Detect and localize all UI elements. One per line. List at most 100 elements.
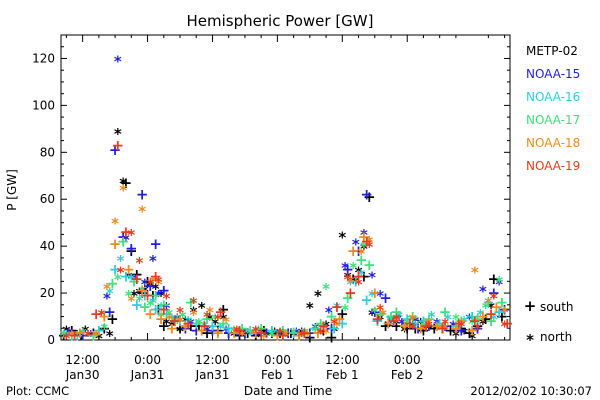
noaa-18-north-point: * bbox=[92, 327, 100, 345]
noaa-16-north-point: * bbox=[106, 285, 114, 303]
metp-02-south-point: + bbox=[233, 326, 246, 344]
metp-02-north-point: * bbox=[130, 287, 138, 305]
noaa-18-north-point: * bbox=[127, 292, 135, 310]
noaa-17-north-point: * bbox=[420, 318, 428, 336]
noaa-16-north-point: * bbox=[301, 325, 309, 343]
noaa-16-south-point: + bbox=[206, 317, 219, 335]
noaa-15-north-point: * bbox=[387, 313, 395, 331]
legend-noaa-17: NOAA-17 bbox=[526, 113, 580, 127]
noaa-19-north-point: * bbox=[127, 226, 135, 244]
noaa-16-north-point: * bbox=[411, 318, 419, 336]
noaa-17-south-point: + bbox=[374, 305, 387, 323]
noaa-18-north-point: * bbox=[154, 275, 162, 293]
noaa-17-north-point: * bbox=[311, 322, 319, 340]
noaa-19-north-point: * bbox=[154, 273, 162, 291]
noaa-18-south-point: + bbox=[249, 324, 262, 342]
noaa-19-south-point: + bbox=[233, 322, 246, 340]
y-tick-label: 120 bbox=[32, 51, 55, 65]
metp-02-north-point: * bbox=[468, 329, 476, 347]
noaa-17-north-point: * bbox=[452, 311, 460, 329]
marker-legend: + south * north bbox=[524, 297, 574, 349]
metp-02-north-point: * bbox=[163, 315, 171, 333]
noaa-15-north-point: * bbox=[433, 315, 441, 333]
noaa-16-north-point: * bbox=[168, 311, 176, 329]
noaa-19-south-point: + bbox=[420, 317, 433, 335]
noaa-18-south-point: + bbox=[368, 284, 381, 302]
noaa-17-south-point: + bbox=[496, 293, 509, 311]
noaa-19-south-point: + bbox=[90, 305, 103, 323]
noaa-18-north-point: * bbox=[111, 214, 119, 232]
footer-timestamp: 2012/02/02 10:30:07 bbox=[470, 384, 592, 398]
metp-02-north-point: * bbox=[246, 325, 254, 343]
noaa-17-north-point: * bbox=[246, 325, 254, 343]
noaa-18-south-point: + bbox=[450, 319, 463, 337]
noaa-15-south-point: + bbox=[455, 322, 468, 340]
metp-02-north-point: * bbox=[349, 273, 357, 291]
noaa-15-north-point: * bbox=[325, 304, 333, 322]
noaa-15-north-point: * bbox=[422, 320, 430, 338]
noaa-17-south-point: + bbox=[355, 251, 368, 269]
noaa-18-north-point: * bbox=[365, 233, 373, 251]
marker-legend-south-label: south bbox=[540, 300, 574, 314]
metp-02-south-point: + bbox=[325, 329, 338, 347]
noaa-16-north-point: * bbox=[395, 308, 403, 326]
noaa-16-north-point: * bbox=[346, 275, 354, 293]
metp-02-south-point: + bbox=[436, 319, 449, 337]
noaa-16-south-point: + bbox=[371, 312, 384, 330]
metp-02-south-point: + bbox=[141, 272, 154, 290]
noaa-15-north-point: * bbox=[411, 313, 419, 331]
noaa-16-south-point: + bbox=[328, 319, 341, 337]
metp-02-north-point: * bbox=[219, 311, 227, 329]
metp-02-south-point: + bbox=[249, 326, 262, 344]
noaa-18-north-point: * bbox=[103, 280, 111, 298]
metp-02-south-point: + bbox=[120, 174, 133, 192]
noaa-16-north-point: * bbox=[217, 320, 225, 338]
noaa-19-north-point: * bbox=[136, 254, 144, 272]
noaa-19-north-point: * bbox=[252, 322, 260, 340]
noaa-15-north-point: * bbox=[495, 275, 503, 293]
noaa-17-north-point: * bbox=[403, 315, 411, 333]
metp-02-north-point: * bbox=[62, 322, 70, 340]
metp-02-north-point: * bbox=[384, 318, 392, 336]
noaa-19-south-point: + bbox=[255, 324, 268, 342]
metp-02-north-point: * bbox=[338, 228, 346, 246]
y-tick-label: 40 bbox=[40, 239, 55, 253]
noaa-18-north-point: * bbox=[379, 306, 387, 324]
noaa-17-north-point: * bbox=[495, 273, 503, 291]
legend-noaa-16: NOAA-16 bbox=[526, 90, 580, 104]
noaa-17-north-point: * bbox=[349, 259, 357, 277]
noaa-18-north-point: * bbox=[333, 318, 341, 336]
noaa-18-south-point: + bbox=[136, 282, 149, 300]
noaa-16-south-point: + bbox=[309, 319, 322, 337]
metp-02-south-point: + bbox=[66, 322, 79, 340]
metp-02-north-point: * bbox=[271, 325, 279, 343]
noaa-15-south-point: + bbox=[412, 319, 425, 337]
metp-02-north-point: * bbox=[238, 325, 246, 343]
noaa-16-north-point: * bbox=[476, 306, 484, 324]
noaa-17-south-point: + bbox=[149, 286, 162, 304]
noaa-18-north-point: * bbox=[282, 327, 290, 345]
noaa-16-south-point: + bbox=[244, 322, 257, 340]
noaa-19-south-point: + bbox=[344, 284, 357, 302]
noaa-19-south-point: + bbox=[452, 315, 465, 333]
noaa-16-north-point: * bbox=[428, 308, 436, 326]
noaa-19-north-point: * bbox=[490, 289, 498, 307]
metp-02-south-point: + bbox=[379, 317, 392, 335]
noaa-17-north-point: * bbox=[136, 292, 144, 310]
noaa-19-south-point: + bbox=[501, 315, 514, 333]
noaa-17-north-point: * bbox=[157, 308, 165, 326]
noaa-16-north-point: * bbox=[138, 282, 146, 300]
noaa-16-north-point: * bbox=[184, 313, 192, 331]
noaa-15-north-point: * bbox=[130, 271, 138, 289]
noaa-18-north-point: * bbox=[441, 320, 449, 338]
noaa-16-south-point: + bbox=[190, 315, 203, 333]
metp-02-north-point: * bbox=[441, 320, 449, 338]
noaa-15-north-point: * bbox=[479, 282, 487, 300]
metp-02-south-point: + bbox=[147, 286, 160, 304]
noaa-15-south-point: + bbox=[144, 277, 157, 295]
metp-02-north-point: * bbox=[452, 327, 460, 345]
noaa-18-south-point: + bbox=[179, 317, 192, 335]
noaa-17-south-point: + bbox=[314, 315, 327, 333]
